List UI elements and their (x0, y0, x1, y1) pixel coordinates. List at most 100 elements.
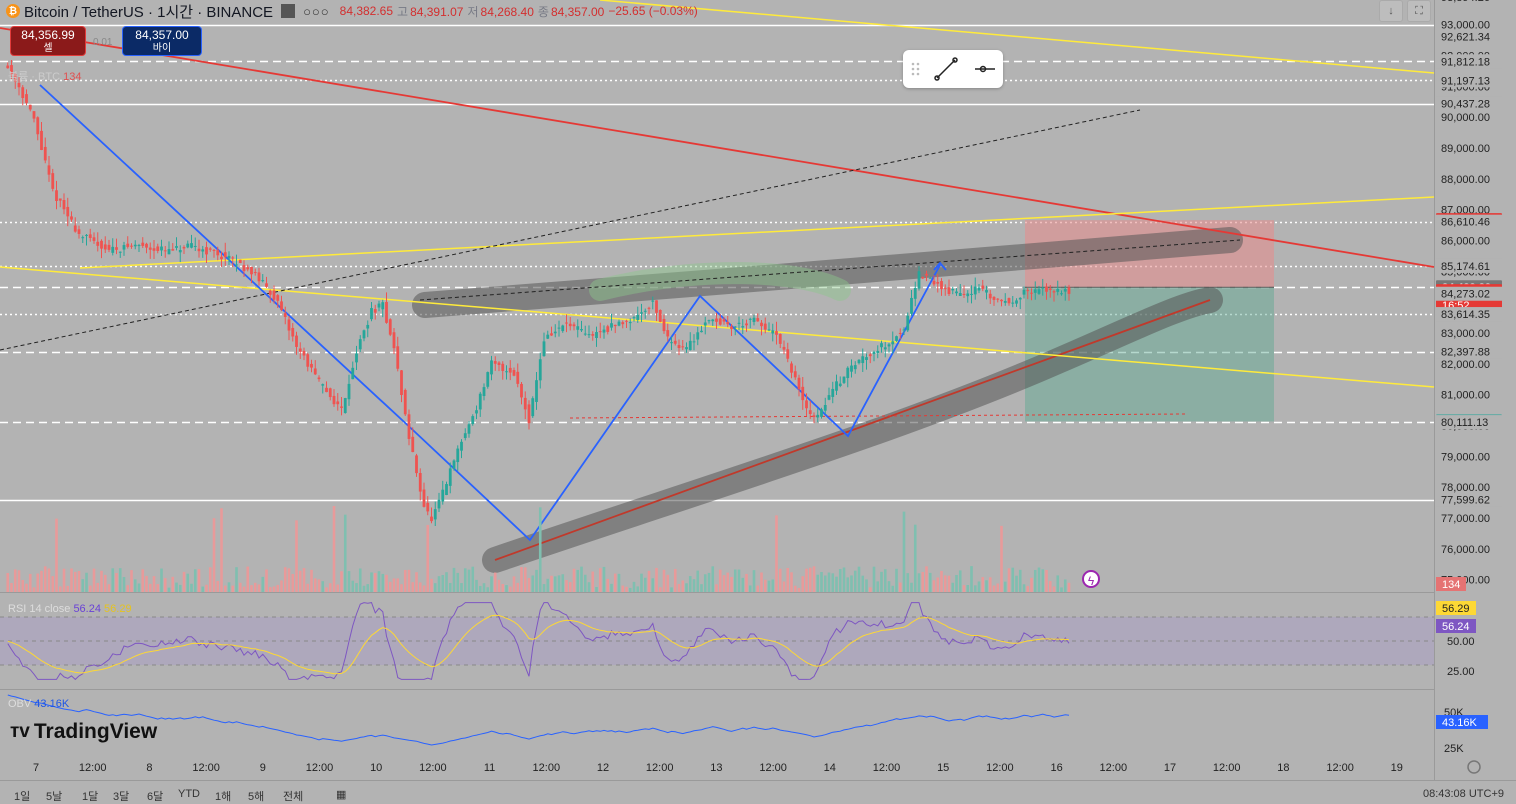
time-tick-label: 12:00 (646, 762, 674, 774)
volume-bar (261, 576, 265, 592)
time-tick-label: 14 (824, 762, 836, 774)
candle-body (253, 272, 257, 274)
settings-gear-icon[interactable] (1467, 760, 1481, 774)
chart-header: ₿ Bitcoin / TetherUS · 1시간 · BINANCE ○○○… (0, 0, 702, 22)
volume-bar (493, 572, 497, 592)
candle-body (872, 351, 876, 354)
candle-body (640, 312, 643, 314)
candle-body (156, 246, 160, 251)
candle-body (1033, 289, 1037, 293)
volume-bar (692, 579, 696, 592)
buy-button[interactable]: 84,357.00 바이 (122, 26, 202, 56)
volume-bar (471, 566, 475, 592)
candle-body (846, 367, 850, 379)
candle-body (951, 289, 955, 291)
period-5d[interactable]: 5날 (46, 791, 63, 803)
support-trend-line (494, 299, 1211, 561)
volume-bar (430, 578, 433, 592)
volume-bar (726, 572, 730, 592)
volume-bar (448, 582, 452, 592)
candle-body (958, 293, 962, 296)
volume-bar (718, 569, 722, 592)
volume-bar (70, 568, 73, 592)
volume-bar (92, 568, 96, 592)
horizontal-ray-icon[interactable] (975, 65, 995, 73)
volume-bar (621, 585, 625, 592)
volume-bar (868, 587, 872, 592)
candle-body (437, 499, 441, 509)
candle-body (302, 350, 306, 356)
candle-body (598, 331, 602, 333)
candle-body (921, 276, 925, 279)
volume-bar (28, 573, 32, 592)
volume-bar (6, 573, 10, 592)
volume-bar (602, 566, 606, 592)
volume-badge-label: 134 (1442, 579, 1460, 591)
candle-body (287, 319, 291, 331)
candle-body (1003, 300, 1007, 303)
volume-legend[interactable]: 볼륨 · BTC 134 (8, 68, 81, 84)
candle-body (441, 489, 445, 502)
candle-body (767, 329, 771, 331)
volume-bar (1026, 586, 1030, 592)
volume-legend-value: 134 (63, 71, 82, 83)
candle-body (835, 381, 838, 391)
volume-bar (133, 579, 137, 592)
price-label: 85,174.61 (1441, 261, 1490, 273)
candle-body (523, 397, 527, 410)
drag-handle-icon[interactable] (911, 62, 920, 76)
volume-bar (703, 574, 707, 592)
time-tick-label: 12:00 (873, 762, 901, 774)
candle-body (932, 280, 936, 285)
more-icon[interactable]: ○○○ (303, 3, 330, 19)
obv-legend[interactable]: OBV 43.16K (8, 698, 69, 710)
candle-body (970, 293, 973, 295)
clock-time: 08:43:08 UTC+9 (1422, 788, 1504, 800)
period-3m[interactable]: 3달 (113, 791, 130, 803)
volume-bar (553, 576, 557, 592)
volume-bar (441, 575, 445, 592)
volume-bar (62, 568, 66, 592)
volume-bar (317, 579, 321, 592)
candle-body (96, 241, 100, 246)
volume-bar (763, 579, 767, 592)
volume-bar (370, 572, 373, 592)
sell-button[interactable]: 84,356.99 셀 (10, 26, 86, 56)
period-all[interactable]: 전체 (283, 791, 304, 803)
candle-body (197, 248, 201, 252)
candle-body (126, 243, 130, 247)
volume-bar (452, 567, 456, 592)
volume-bar (883, 569, 887, 592)
volume-bar (838, 569, 842, 592)
period-1y[interactable]: 1해 (215, 791, 232, 803)
candle-body (265, 283, 268, 287)
candle-body (662, 318, 666, 332)
volume-bar (40, 570, 43, 592)
symbol-title[interactable]: Bitcoin / TetherUS · 1시간 · BINANCE (24, 3, 274, 21)
period-1d[interactable]: 1일 (14, 791, 31, 803)
candle-body (632, 317, 636, 319)
candle-body (171, 249, 175, 251)
tradingview-logo[interactable]: ᴛᴠ TradingView (10, 720, 157, 744)
trend-line-icon[interactable] (934, 57, 958, 81)
candle-body (808, 410, 812, 415)
candle-body (340, 406, 343, 408)
period-1m[interactable]: 1달 (82, 791, 99, 803)
candle-body (527, 404, 531, 424)
time-tick-label: 10 (370, 762, 382, 774)
period-5y[interactable]: 5해 (248, 791, 265, 803)
candle-body (595, 332, 598, 338)
period-6m[interactable]: 6달 (147, 791, 164, 803)
volume-bar (640, 573, 643, 592)
volume-bar (895, 568, 898, 592)
bitcoin-icon: ₿ (6, 4, 20, 18)
rsi-legend[interactable]: RSI 14 close 56.24 56.29 (8, 603, 132, 615)
fullscreen-icon[interactable]: ⛶ (1407, 0, 1431, 22)
candle-body (385, 301, 388, 323)
lightning-icon[interactable]: ϟ (1082, 570, 1100, 588)
price-label-bg (1436, 344, 1502, 359)
rsi-ma-legend-value: 56.29 (104, 603, 132, 615)
scroll-down-icon[interactable]: ↓ (1379, 0, 1403, 22)
calendar-icon[interactable]: ▦ (336, 789, 347, 801)
period-ytd[interactable]: YTD (178, 788, 200, 800)
